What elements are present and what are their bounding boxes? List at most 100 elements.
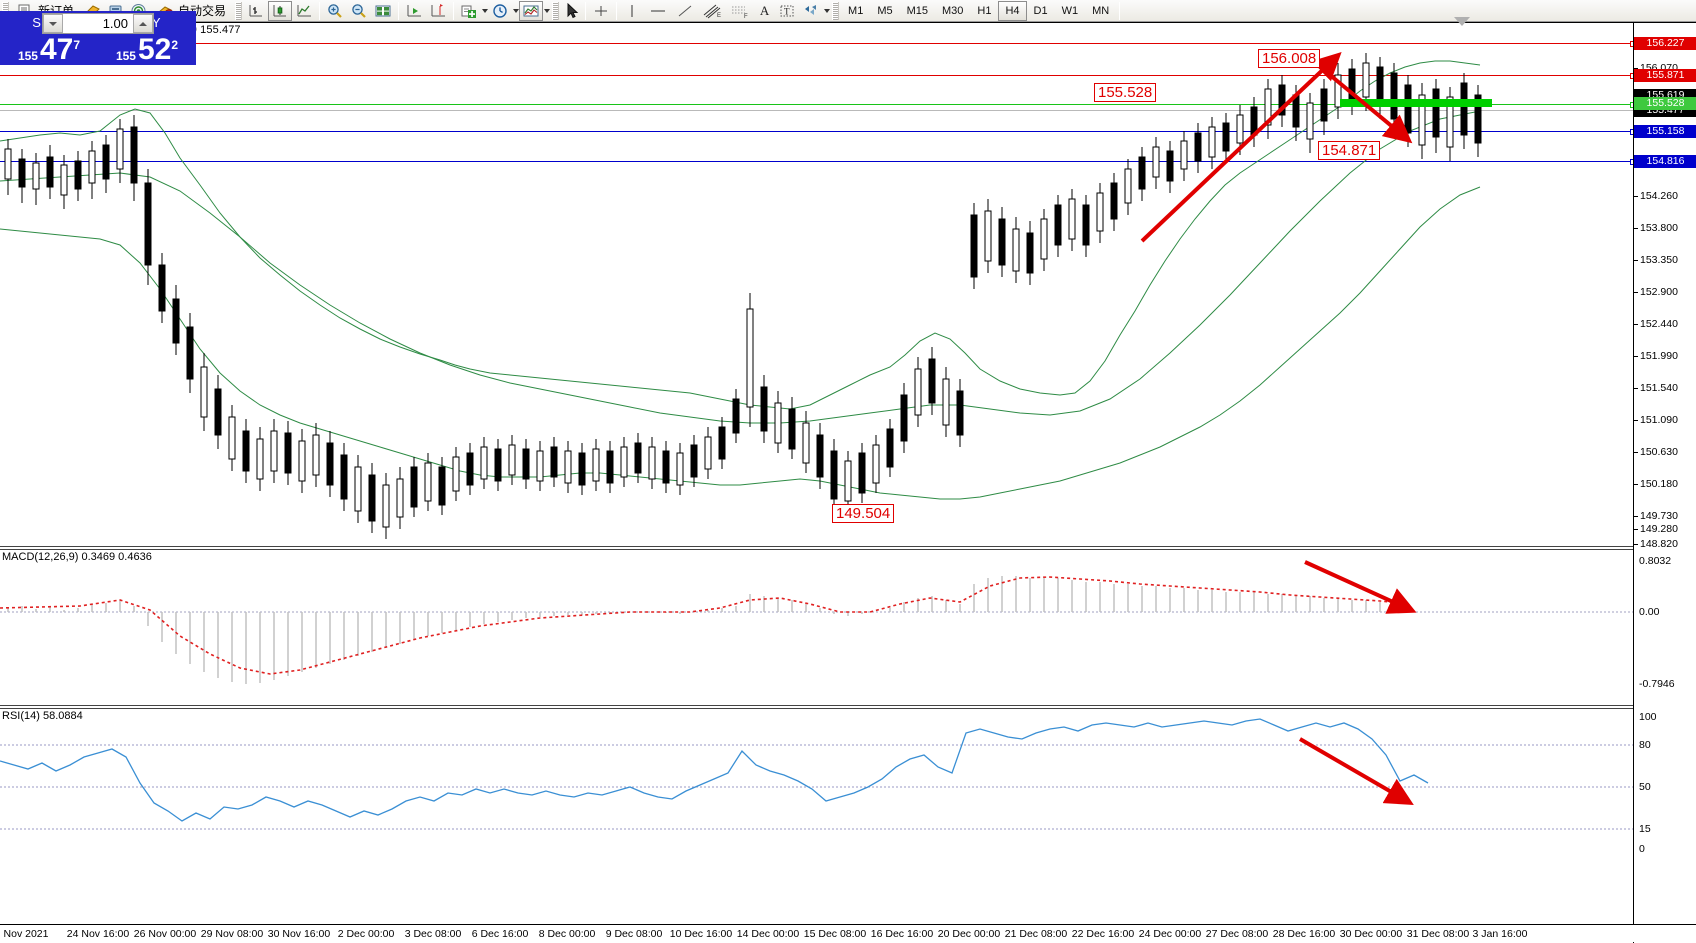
rsi-ytick: 50 [1639,781,1651,793]
macd-signal-line [0,576,1401,675]
price-tick: 154.260 [1640,190,1678,202]
toolbar-grip-2[interactable] [235,1,243,20]
toolbar-grip[interactable] [2,1,9,20]
shapes-icon[interactable] [799,1,823,21]
downtrend-arrow [1328,73,1413,144]
zoom-in-icon[interactable] [323,1,347,21]
label-icon[interactable]: T [775,1,799,21]
pane-divider-2b [0,708,1696,709]
hline-156.227[interactable] [0,41,1633,47]
time-tick: 3 Jan 16:00 [1472,928,1528,940]
toolbar-grip-4[interactable] [832,1,840,20]
price-tick: 152.900 [1640,286,1678,298]
pane-divider-2[interactable] [0,705,1696,706]
timeframe-m15[interactable]: M15 [900,1,935,21]
annotation-156.008[interactable]: 156.008 [1258,49,1321,68]
buy-price-fraction: 2 [171,38,179,52]
timeframe-label: M30 [942,4,964,17]
price-tick: 151.540 [1640,382,1678,394]
chart-shift-icon[interactable] [426,1,450,21]
period-dropdown-icon[interactable] [513,8,520,13]
candle-group [4,53,1482,539]
annotation-149.504[interactable]: 149.504 [832,504,895,523]
equidistant-channel-icon[interactable]: E [698,1,726,21]
line-chart-icon[interactable] [292,1,316,21]
time-tick: 14 Dec 00:00 [736,928,800,940]
hline-155.871[interactable] [0,73,1633,79]
cursor-icon[interactable] [561,1,582,21]
horizontal-line-icon[interactable] [644,1,672,21]
trendline-icon[interactable] [672,1,698,21]
annotation-154.871[interactable]: 154.871 [1318,141,1381,160]
auto-scroll-icon[interactable] [402,1,426,21]
time-tick: 21 Dec 08:00 [1004,928,1068,940]
hline-154.816[interactable] [0,159,1633,165]
time-tick: 10 Dec 16:00 [669,928,733,940]
volume-stepper[interactable]: 1.00 [42,13,154,34]
time-scale[interactable]: Nov 2021 24 Nov 16:00 26 Nov 00:00 29 No… [0,924,1696,942]
pane-divider-1[interactable] [0,546,1696,547]
volume-value[interactable]: 1.00 [102,16,128,31]
zoom-out-icon[interactable] [347,1,371,21]
chart-window[interactable]: GBPJPY-,H4 155.507 155.508 155.329 155.4… [0,17,1696,943]
uptrend-arrow [1140,51,1342,243]
timeframe-d1[interactable]: D1 [1027,1,1055,21]
timeframe-w1[interactable]: W1 [1055,1,1086,21]
price-label-154.816[interactable]: 154.816 [1634,155,1696,168]
volume-increment-button[interactable] [133,14,153,33]
timeframe-h1[interactable]: H1 [970,1,998,21]
price-scale[interactable]: 156.070 155.610 154.710 154.260 153.800 … [1454,17,1696,943]
toolbar-grip-3[interactable] [552,1,560,20]
tile-windows-icon[interactable] [371,1,395,21]
volume-decrement-button[interactable] [43,14,63,33]
timeframe-m5[interactable]: M5 [870,1,899,21]
price-pane[interactable]: 156.008 155.528 154.871 149.504 [0,23,1633,547]
templates-icon[interactable] [519,0,544,21]
hline-155.528[interactable] [0,102,1633,108]
bar-chart-icon[interactable] [244,1,268,21]
time-tick: Nov 2021 [3,928,49,940]
rsi-ytick: 100 [1639,711,1657,723]
vertical-line-icon[interactable] [620,1,644,21]
price-tick: 152.440 [1640,318,1678,330]
add-indicator-icon[interactable] [457,1,481,21]
price-label-156.227[interactable]: 156.227 [1634,37,1696,50]
text-icon[interactable]: A [759,2,770,18]
price-label-155.871[interactable]: 155.871 [1634,69,1696,82]
fibonacci-icon[interactable]: F [726,1,754,21]
price-label-155.528[interactable]: 155.528 [1634,97,1696,110]
timeframe-h4[interactable]: H4 [998,0,1027,21]
hline-155.158[interactable] [0,129,1633,135]
timeframe-label: D1 [1033,4,1048,17]
crosshair-icon[interactable] [589,1,613,21]
macd-pane[interactable] [0,550,1633,705]
time-tick: 3 Dec 08:00 [404,928,462,940]
rsi-series [0,718,1633,830]
price-label-155.158[interactable]: 155.158 [1634,125,1696,138]
timeframe-label: W1 [1061,4,1079,17]
rsi-downtrend-arrow [1298,737,1414,806]
candlestick-chart-icon[interactable] [268,0,293,21]
timeframe-mn[interactable]: MN [1085,1,1116,21]
sell-price-pips: 47 [39,33,74,66]
time-tick: 31 Dec 08:00 [1406,928,1470,940]
price-tick: 149.730 [1640,510,1678,522]
timeframe-m1[interactable]: M1 [841,1,870,21]
svg-text:F: F [744,14,748,19]
shapes-dropdown-icon[interactable] [824,8,831,13]
chart-shift-marker[interactable] [1454,17,1470,27]
templates-dropdown-icon[interactable] [544,8,551,13]
timeframe-m30[interactable]: M30 [935,1,970,21]
annotation-155.528[interactable]: 155.528 [1094,83,1157,102]
time-tick: 8 Dec 00:00 [538,928,596,940]
add-indicator-dropdown-icon[interactable] [482,8,489,13]
main-toolbar[interactable]: 新订单 自动交易 [0,0,1696,22]
time-tick: 16 Dec 16:00 [870,928,934,940]
rsi-pane[interactable] [0,709,1633,859]
rsi-ytick: 0 [1639,843,1645,855]
time-tick: 30 Dec 00:00 [1339,928,1403,940]
period-clock-icon[interactable] [488,1,512,21]
chevron-up-icon [139,21,147,26]
sell-price: 155 47 7 [0,31,98,65]
